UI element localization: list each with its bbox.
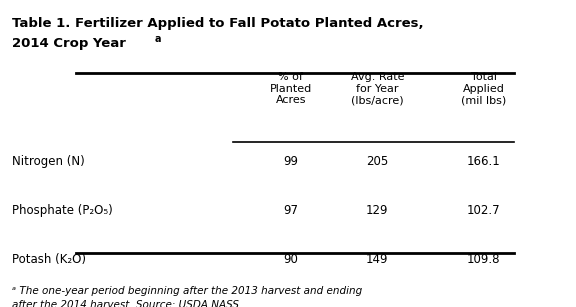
- Text: Avg. Rate
for Year
(lbs/acre): Avg. Rate for Year (lbs/acre): [351, 72, 404, 105]
- Text: 90: 90: [283, 253, 298, 266]
- Text: % of
Planted
Acres: % of Planted Acres: [270, 72, 312, 105]
- Text: Phosphate (P₂O₅): Phosphate (P₂O₅): [12, 204, 112, 217]
- Text: 205: 205: [366, 155, 388, 168]
- Text: 102.7: 102.7: [467, 204, 501, 217]
- Text: Nitrogen (N): Nitrogen (N): [12, 155, 84, 168]
- Text: after the 2014 harvest. Source: USDA NASS.: after the 2014 harvest. Source: USDA NAS…: [12, 300, 242, 307]
- Text: ᵃ The one-year period beginning after the 2013 harvest and ending: ᵃ The one-year period beginning after th…: [12, 286, 362, 296]
- Text: 149: 149: [366, 253, 389, 266]
- Text: 109.8: 109.8: [467, 253, 501, 266]
- Text: 166.1: 166.1: [467, 155, 501, 168]
- Text: Table 1. Fertilizer Applied to Fall Potato Planted Acres,: Table 1. Fertilizer Applied to Fall Pota…: [12, 17, 423, 30]
- Text: 2014 Crop Year: 2014 Crop Year: [12, 37, 130, 50]
- Text: Potash (K₂O): Potash (K₂O): [12, 253, 85, 266]
- Text: Total
Applied
(mil lbs): Total Applied (mil lbs): [461, 72, 506, 105]
- Text: a: a: [154, 34, 161, 44]
- Text: 99: 99: [283, 155, 298, 168]
- Text: 129: 129: [366, 204, 389, 217]
- Text: 97: 97: [283, 204, 298, 217]
